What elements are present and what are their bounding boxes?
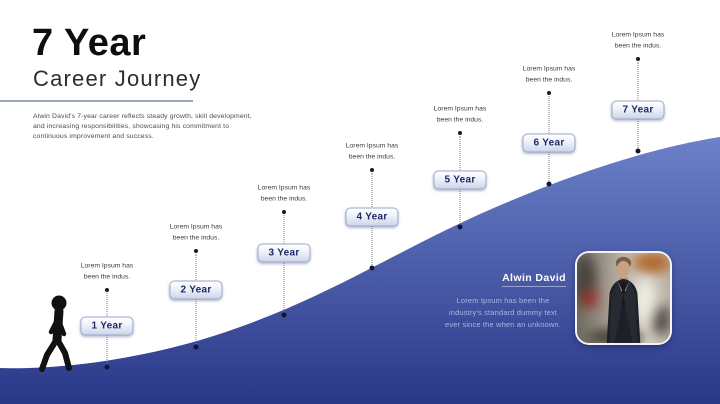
page-subtitle: Career Journey xyxy=(33,66,202,91)
timeline-curve-dot xyxy=(546,181,552,187)
milestone-note-line: been the indus. xyxy=(172,234,220,242)
milestone-note: Lorem Ipsum has been the indus. xyxy=(612,30,665,52)
walking-person-icon xyxy=(39,295,72,372)
timeline-curve-dot xyxy=(457,224,463,230)
header-divider xyxy=(0,100,193,102)
milestone-note-line: been the indus. xyxy=(83,273,131,281)
intro-line: and increasing responsibilities, showcas… xyxy=(33,123,230,131)
milestone-note: Lorem Ipsum has been the indus. xyxy=(434,104,487,126)
milestone-note-line: been the indus. xyxy=(436,116,484,124)
milestone-note-line: Lorem Ipsum has xyxy=(611,31,665,39)
milestone-note: Lorem Ipsum has been the indus. xyxy=(170,222,223,244)
year-badge: 6 Year xyxy=(522,133,576,153)
timeline-dotted-line xyxy=(283,215,285,312)
intro-line: continuous improvement and success. xyxy=(33,133,154,141)
timeline-curve-dot xyxy=(635,148,641,154)
milestone-note-line: been the indus. xyxy=(525,76,573,84)
profile-photo xyxy=(575,251,672,345)
milestone-note-line: Lorem Ipsum has xyxy=(345,142,399,150)
intro-paragraph: Alwin David's 7-year career reflects ste… xyxy=(33,112,278,143)
milestone-note: Lorem Ipsum has been the indus. xyxy=(81,261,134,283)
man-in-suit xyxy=(606,256,641,343)
milestone-note-line: Lorem Ipsum has xyxy=(257,184,311,192)
timeline-top-dot xyxy=(194,249,198,253)
timeline-top-dot xyxy=(547,91,551,95)
profile-bio-line: industry's standard dummy text xyxy=(448,308,558,317)
timeline-curve-dot xyxy=(104,364,110,370)
profile-bio-line: Lorem Ipsum has been the xyxy=(456,296,550,305)
timeline-top-dot xyxy=(636,57,640,61)
milestone-note-line: Lorem Ipsum has xyxy=(169,223,223,231)
milestone-note-line: been the indus. xyxy=(260,195,308,203)
year-badge: 4 Year xyxy=(345,207,399,227)
timeline-curve-dot xyxy=(369,265,375,271)
year-badge: 3 Year xyxy=(257,243,311,263)
milestone-note: Lorem Ipsum has been the indus. xyxy=(258,183,311,205)
timeline-top-dot xyxy=(370,168,374,172)
profile-bio-line: ever since the when an unknown. xyxy=(445,320,561,329)
profile-bio: Lorem Ipsum has been the industry's stan… xyxy=(438,295,568,331)
year-badge: 5 Year xyxy=(433,170,487,190)
milestone-note-line: Lorem Ipsum has xyxy=(522,65,576,73)
profile-name: Alwin David xyxy=(502,272,566,284)
timeline-top-dot xyxy=(282,210,286,214)
year-badge: 1 Year xyxy=(80,316,134,336)
intro-line: Alwin David's 7-year career reflects ste… xyxy=(33,113,252,120)
timeline-top-dot xyxy=(105,288,109,292)
page-title: 7 Year xyxy=(32,22,147,64)
timeline-curve-dot xyxy=(193,344,199,350)
profile-text-block: Alwin David Lorem Ipsum has been the ind… xyxy=(438,272,568,331)
year-badge: 7 Year xyxy=(611,100,665,120)
profile-photo-illustration xyxy=(577,253,670,343)
year-badge: 2 Year xyxy=(169,280,223,300)
timeline-curve-dot xyxy=(281,312,287,318)
milestone-note-line: been the indus. xyxy=(348,153,396,161)
milestone-note-line: Lorem Ipsum has xyxy=(433,105,487,113)
milestone-note: Lorem Ipsum has been the indus. xyxy=(523,64,576,86)
milestone-note-line: been the indus. xyxy=(614,42,662,50)
timeline-top-dot xyxy=(458,131,462,135)
milestone-note-line: Lorem Ipsum has xyxy=(80,262,134,270)
profile-name-underline xyxy=(502,286,566,287)
milestone-note: Lorem Ipsum has been the indus. xyxy=(346,141,399,163)
